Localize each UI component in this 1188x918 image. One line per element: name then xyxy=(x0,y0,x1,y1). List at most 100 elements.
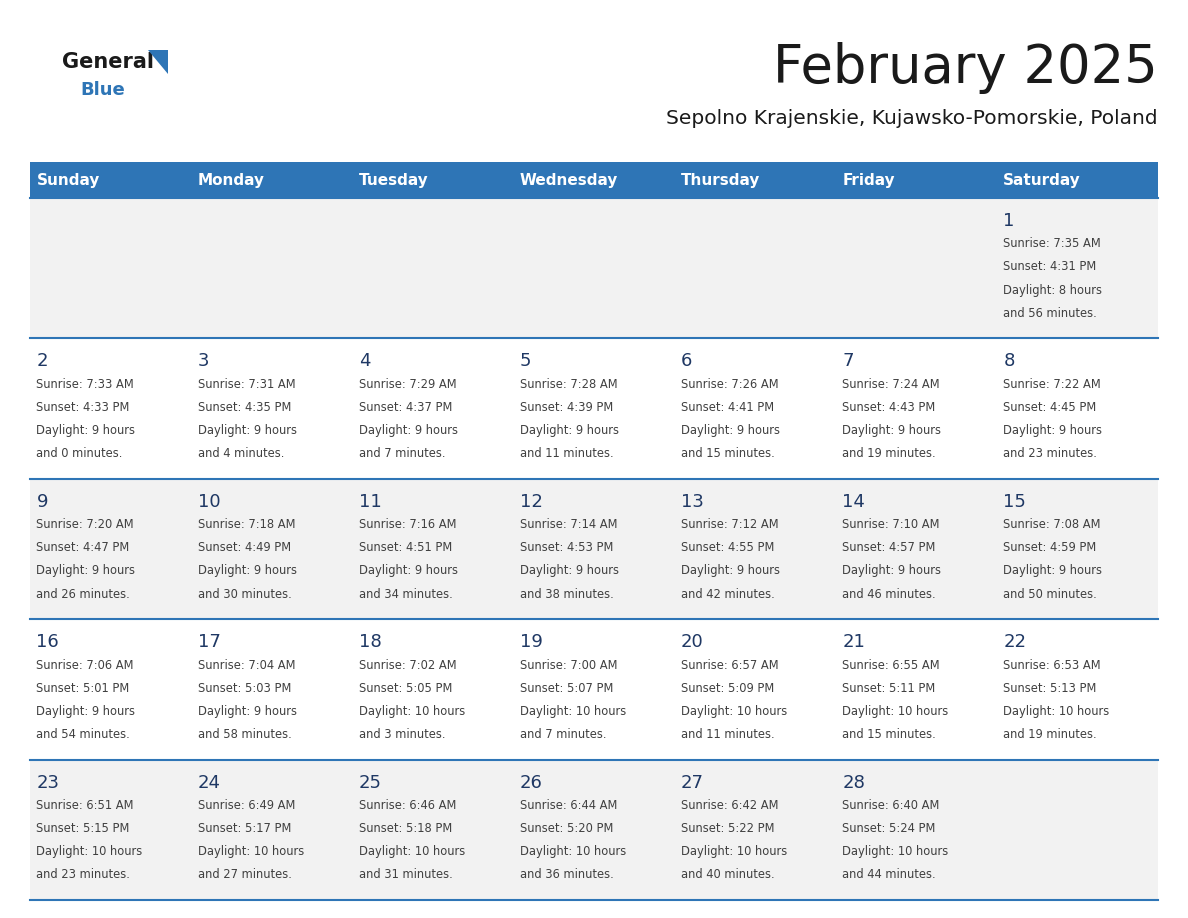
Text: Sepolno Krajenskie, Kujawsko-Pomorskie, Poland: Sepolno Krajenskie, Kujawsko-Pomorskie, … xyxy=(666,108,1158,128)
Text: 8: 8 xyxy=(1004,353,1015,371)
Text: and 40 minutes.: and 40 minutes. xyxy=(681,868,775,881)
Text: Sunrise: 7:31 AM: Sunrise: 7:31 AM xyxy=(197,377,295,391)
Text: and 38 minutes.: and 38 minutes. xyxy=(520,588,614,600)
Text: and 26 minutes.: and 26 minutes. xyxy=(37,588,131,600)
Text: Daylight: 9 hours: Daylight: 9 hours xyxy=(197,424,297,437)
Text: Daylight: 9 hours: Daylight: 9 hours xyxy=(1004,565,1102,577)
Text: 17: 17 xyxy=(197,633,221,651)
Text: Sunrise: 7:02 AM: Sunrise: 7:02 AM xyxy=(359,658,456,671)
Bar xyxy=(30,479,1158,620)
Text: Friday: Friday xyxy=(842,173,895,187)
Text: 13: 13 xyxy=(681,493,704,510)
Text: Sunset: 5:17 PM: Sunset: 5:17 PM xyxy=(197,823,291,835)
Text: and 56 minutes.: and 56 minutes. xyxy=(1004,307,1097,319)
Text: and 46 minutes.: and 46 minutes. xyxy=(842,588,936,600)
Text: Sunrise: 7:26 AM: Sunrise: 7:26 AM xyxy=(681,377,778,391)
Text: Sunrise: 7:33 AM: Sunrise: 7:33 AM xyxy=(37,377,134,391)
Polygon shape xyxy=(148,50,168,74)
Text: 5: 5 xyxy=(520,353,531,371)
Text: and 30 minutes.: and 30 minutes. xyxy=(197,588,291,600)
Text: 25: 25 xyxy=(359,774,381,791)
Text: and 27 minutes.: and 27 minutes. xyxy=(197,868,291,881)
Text: Sunset: 5:05 PM: Sunset: 5:05 PM xyxy=(359,682,453,695)
Text: February 2025: February 2025 xyxy=(773,42,1158,94)
Text: Sunset: 4:57 PM: Sunset: 4:57 PM xyxy=(842,542,935,554)
Text: Blue: Blue xyxy=(80,81,125,99)
Text: Thursday: Thursday xyxy=(681,173,760,187)
Text: 22: 22 xyxy=(1004,633,1026,651)
Text: and 11 minutes.: and 11 minutes. xyxy=(681,728,775,741)
Text: and 7 minutes.: and 7 minutes. xyxy=(520,728,606,741)
Text: Sunset: 5:20 PM: Sunset: 5:20 PM xyxy=(520,823,613,835)
Text: Sunrise: 7:08 AM: Sunrise: 7:08 AM xyxy=(1004,518,1101,532)
Text: Daylight: 9 hours: Daylight: 9 hours xyxy=(1004,424,1102,437)
Bar xyxy=(30,339,1158,479)
Text: Daylight: 10 hours: Daylight: 10 hours xyxy=(842,845,948,858)
Text: Sunrise: 6:55 AM: Sunrise: 6:55 AM xyxy=(842,658,940,671)
Text: Daylight: 9 hours: Daylight: 9 hours xyxy=(681,424,781,437)
Text: General: General xyxy=(62,52,154,72)
Text: Sunrise: 7:12 AM: Sunrise: 7:12 AM xyxy=(681,518,778,532)
Text: 26: 26 xyxy=(520,774,543,791)
Text: Sunrise: 7:22 AM: Sunrise: 7:22 AM xyxy=(1004,377,1101,391)
Text: Sunset: 5:13 PM: Sunset: 5:13 PM xyxy=(1004,682,1097,695)
Text: Tuesday: Tuesday xyxy=(359,173,429,187)
Text: Sunset: 4:45 PM: Sunset: 4:45 PM xyxy=(1004,401,1097,414)
Text: Sunset: 4:39 PM: Sunset: 4:39 PM xyxy=(520,401,613,414)
Text: Daylight: 10 hours: Daylight: 10 hours xyxy=(520,705,626,718)
Text: Sunset: 4:43 PM: Sunset: 4:43 PM xyxy=(842,401,935,414)
Text: and 34 minutes.: and 34 minutes. xyxy=(359,588,453,600)
Text: and 58 minutes.: and 58 minutes. xyxy=(197,728,291,741)
Text: Sunset: 5:24 PM: Sunset: 5:24 PM xyxy=(842,823,935,835)
Text: Sunset: 4:59 PM: Sunset: 4:59 PM xyxy=(1004,542,1097,554)
Text: and 15 minutes.: and 15 minutes. xyxy=(842,728,936,741)
Text: Sunrise: 6:49 AM: Sunrise: 6:49 AM xyxy=(197,799,295,812)
Text: Sunday: Sunday xyxy=(37,173,100,187)
Text: 15: 15 xyxy=(1004,493,1026,510)
Text: and 44 minutes.: and 44 minutes. xyxy=(842,868,936,881)
Text: Daylight: 10 hours: Daylight: 10 hours xyxy=(681,705,788,718)
Bar xyxy=(30,162,1158,198)
Text: and 19 minutes.: and 19 minutes. xyxy=(1004,728,1097,741)
Text: Sunset: 5:11 PM: Sunset: 5:11 PM xyxy=(842,682,935,695)
Text: Wednesday: Wednesday xyxy=(520,173,618,187)
Text: 23: 23 xyxy=(37,774,59,791)
Text: Sunrise: 7:24 AM: Sunrise: 7:24 AM xyxy=(842,377,940,391)
Text: 3: 3 xyxy=(197,353,209,371)
Text: Sunset: 5:18 PM: Sunset: 5:18 PM xyxy=(359,823,451,835)
Bar xyxy=(30,759,1158,900)
Text: Sunrise: 6:44 AM: Sunrise: 6:44 AM xyxy=(520,799,618,812)
Text: Sunrise: 7:00 AM: Sunrise: 7:00 AM xyxy=(520,658,618,671)
Text: and 31 minutes.: and 31 minutes. xyxy=(359,868,453,881)
Text: 14: 14 xyxy=(842,493,865,510)
Text: Daylight: 10 hours: Daylight: 10 hours xyxy=(359,845,465,858)
Text: Daylight: 9 hours: Daylight: 9 hours xyxy=(359,424,457,437)
Text: and 3 minutes.: and 3 minutes. xyxy=(359,728,446,741)
Text: Daylight: 9 hours: Daylight: 9 hours xyxy=(681,565,781,577)
Text: Sunset: 5:09 PM: Sunset: 5:09 PM xyxy=(681,682,775,695)
Text: Daylight: 9 hours: Daylight: 9 hours xyxy=(520,424,619,437)
Text: Daylight: 9 hours: Daylight: 9 hours xyxy=(37,424,135,437)
Text: Sunrise: 6:53 AM: Sunrise: 6:53 AM xyxy=(1004,658,1101,671)
Text: and 54 minutes.: and 54 minutes. xyxy=(37,728,131,741)
Text: Sunset: 5:22 PM: Sunset: 5:22 PM xyxy=(681,823,775,835)
Text: Sunrise: 7:20 AM: Sunrise: 7:20 AM xyxy=(37,518,134,532)
Text: Sunrise: 6:46 AM: Sunrise: 6:46 AM xyxy=(359,799,456,812)
Text: Daylight: 10 hours: Daylight: 10 hours xyxy=(197,845,304,858)
Text: and 23 minutes.: and 23 minutes. xyxy=(37,868,131,881)
Text: Daylight: 10 hours: Daylight: 10 hours xyxy=(359,705,465,718)
Text: Sunrise: 7:06 AM: Sunrise: 7:06 AM xyxy=(37,658,134,671)
Bar xyxy=(30,620,1158,759)
Text: Sunrise: 7:04 AM: Sunrise: 7:04 AM xyxy=(197,658,295,671)
Bar xyxy=(30,198,1158,339)
Text: Sunset: 5:15 PM: Sunset: 5:15 PM xyxy=(37,823,129,835)
Text: Daylight: 10 hours: Daylight: 10 hours xyxy=(37,845,143,858)
Text: 6: 6 xyxy=(681,353,693,371)
Text: Sunset: 4:41 PM: Sunset: 4:41 PM xyxy=(681,401,775,414)
Text: Daylight: 8 hours: Daylight: 8 hours xyxy=(1004,284,1102,297)
Text: Daylight: 9 hours: Daylight: 9 hours xyxy=(37,565,135,577)
Text: and 50 minutes.: and 50 minutes. xyxy=(1004,588,1097,600)
Text: and 15 minutes.: and 15 minutes. xyxy=(681,447,775,460)
Text: Sunset: 5:03 PM: Sunset: 5:03 PM xyxy=(197,682,291,695)
Text: Daylight: 9 hours: Daylight: 9 hours xyxy=(37,705,135,718)
